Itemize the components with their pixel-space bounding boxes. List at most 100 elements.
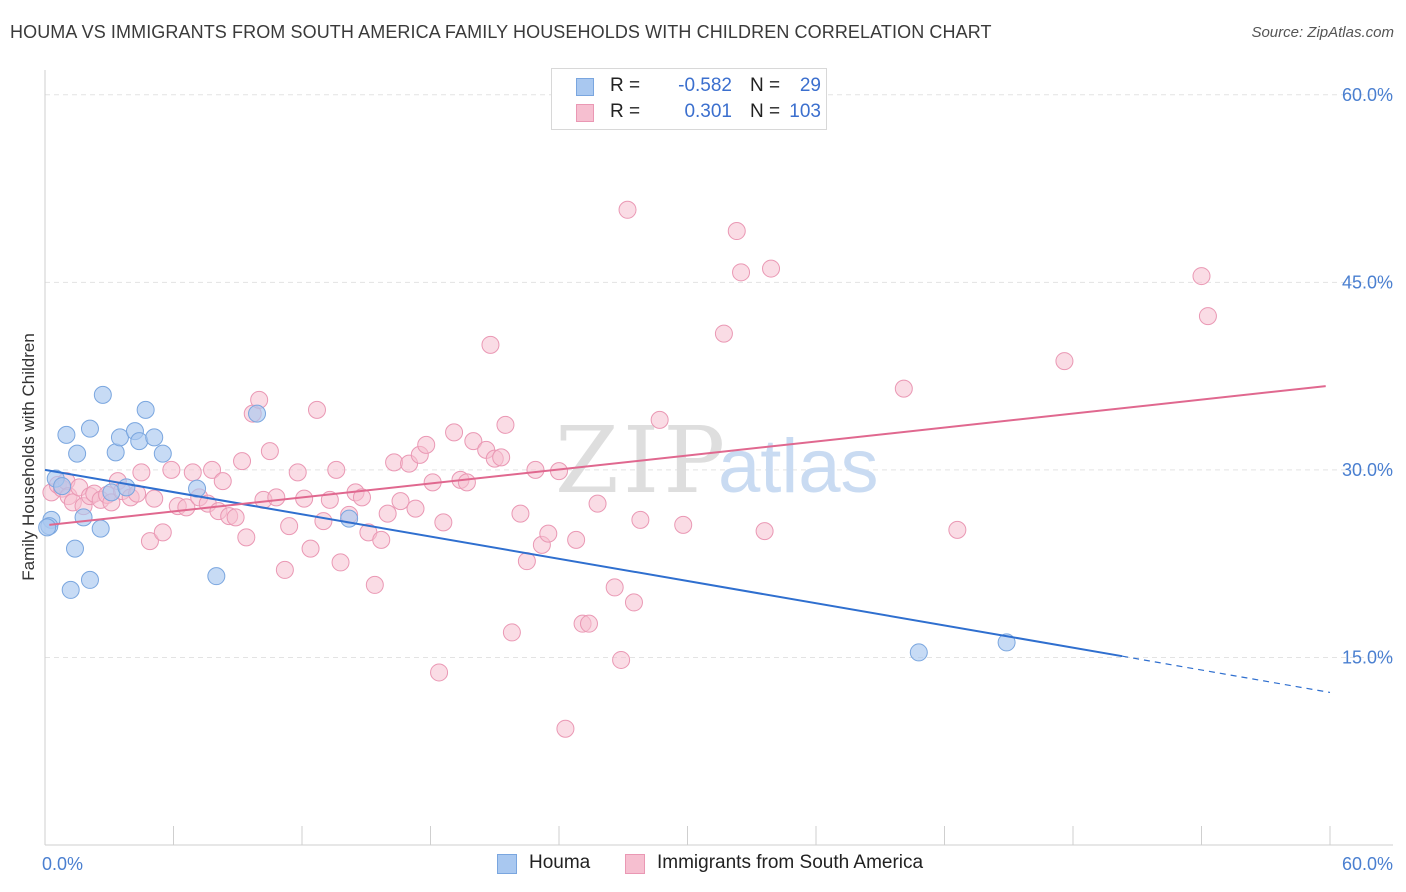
houma-point xyxy=(130,432,149,451)
immigrants-point xyxy=(894,379,913,398)
immigrants-point xyxy=(618,200,637,219)
houma-point xyxy=(38,518,57,537)
y-tick-label: 60.0% xyxy=(1342,85,1393,105)
houma-trend-extension xyxy=(1122,655,1331,694)
bottom-legend-swatch-immigrants xyxy=(625,854,645,874)
immigrants-point xyxy=(492,448,511,467)
immigrants-point xyxy=(372,530,391,549)
houma-point xyxy=(110,428,129,447)
immigrants-point xyxy=(464,432,483,451)
immigrants-point xyxy=(526,460,545,479)
immigrants-point xyxy=(275,560,294,579)
houma-point xyxy=(997,633,1016,652)
immigrants-point xyxy=(727,222,746,241)
immigrants-point xyxy=(434,513,453,532)
immigrants-point xyxy=(301,539,320,558)
x-tick-label: 0.0% xyxy=(42,854,83,874)
immigrants-point xyxy=(378,504,397,523)
houma-point xyxy=(106,443,125,462)
y-tick-label: 15.0% xyxy=(1342,647,1393,667)
immigrants-point xyxy=(579,614,598,633)
legend-n-value-houma: 29 xyxy=(799,75,821,96)
y-axis-label: Family Households with Children xyxy=(19,333,38,581)
chart-title: HOUMA VS IMMIGRANTS FROM SOUTH AMERICA F… xyxy=(10,22,992,42)
houma-point xyxy=(57,425,76,444)
immigrants-point xyxy=(948,520,967,539)
immigrants-point xyxy=(539,524,558,543)
immigrants-point xyxy=(331,553,350,572)
immigrants-point xyxy=(177,498,196,517)
y-tick-label: 45.0% xyxy=(1342,272,1393,292)
houma-point xyxy=(53,477,72,496)
immigrants-point xyxy=(650,410,669,429)
houma-point xyxy=(68,444,87,463)
chart-source: Source: ZipAtlas.com xyxy=(1251,24,1394,41)
legend-r-label: R = xyxy=(610,75,641,96)
immigrants-point xyxy=(288,463,307,482)
immigrants-point xyxy=(132,463,151,482)
houma-point xyxy=(117,478,136,497)
houma-point xyxy=(80,570,99,589)
immigrants-point xyxy=(365,575,384,594)
houma-trend-line xyxy=(44,468,1123,658)
immigrants-point xyxy=(550,462,568,481)
immigrants-point xyxy=(314,512,333,531)
immigrants-point xyxy=(203,460,222,479)
houma-point xyxy=(136,400,155,419)
bottom-legend-label-immigrants: Immigrants from South America xyxy=(657,852,924,873)
houma-point xyxy=(340,509,359,528)
immigrants-point xyxy=(280,517,299,536)
legend: R = -0.582 N = 29 R = 0.301 N = 103 xyxy=(551,68,827,130)
trend-lines xyxy=(44,385,1331,694)
immigrants-point xyxy=(1192,267,1211,286)
immigrants-point xyxy=(153,523,172,542)
immigrants-point xyxy=(145,489,164,508)
houma-point xyxy=(93,385,112,404)
houma-point xyxy=(61,580,80,599)
x-tick-label: 60.0% xyxy=(1342,854,1393,874)
immigrants-point xyxy=(612,650,631,669)
tick-labels: 15.0% 30.0% 45.0% 60.0% 0.0% 60.0% xyxy=(42,85,1393,874)
immigrants-point xyxy=(183,463,202,482)
immigrants-point xyxy=(567,530,586,549)
series-houma-points xyxy=(38,385,1016,662)
immigrants-point xyxy=(624,593,643,612)
immigrants-point xyxy=(307,400,326,419)
immigrants-point xyxy=(417,435,436,454)
immigrants-point xyxy=(732,263,751,282)
bottom-legend-label-houma: Houma xyxy=(529,852,591,873)
immigrants-point xyxy=(605,578,624,597)
legend-swatch-houma xyxy=(576,78,594,96)
immigrants-point xyxy=(457,473,476,492)
immigrants-point xyxy=(588,494,607,513)
legend-r-value-immigrants: 0.301 xyxy=(684,101,732,122)
houma-point xyxy=(65,539,84,558)
legend-swatch-immigrants xyxy=(576,104,594,122)
immigrants-point xyxy=(385,453,404,472)
immigrants-trend-line xyxy=(49,385,1326,526)
immigrants-point xyxy=(714,324,733,343)
immigrants-point xyxy=(140,532,159,551)
immigrants-point xyxy=(267,488,286,507)
immigrants-point xyxy=(213,472,232,491)
houma-point xyxy=(74,508,93,527)
immigrants-point xyxy=(496,415,515,434)
y-tick-label: 30.0% xyxy=(1342,460,1393,480)
immigrants-point xyxy=(556,719,575,738)
immigrants-point xyxy=(233,452,252,471)
immigrants-point xyxy=(762,259,781,278)
gridlines xyxy=(45,94,1393,658)
immigrants-point xyxy=(511,504,530,523)
immigrants-point xyxy=(445,423,464,442)
axes xyxy=(44,70,1393,846)
immigrants-point xyxy=(755,522,774,541)
bottom-legend-swatch-houma xyxy=(497,854,517,874)
immigrants-point xyxy=(391,492,410,511)
legend-r-value-houma: -0.582 xyxy=(678,75,732,96)
immigrants-point xyxy=(631,510,650,529)
immigrants-point xyxy=(406,499,425,518)
houma-point xyxy=(102,483,121,502)
houma-point xyxy=(248,404,267,423)
immigrants-point xyxy=(162,460,181,479)
